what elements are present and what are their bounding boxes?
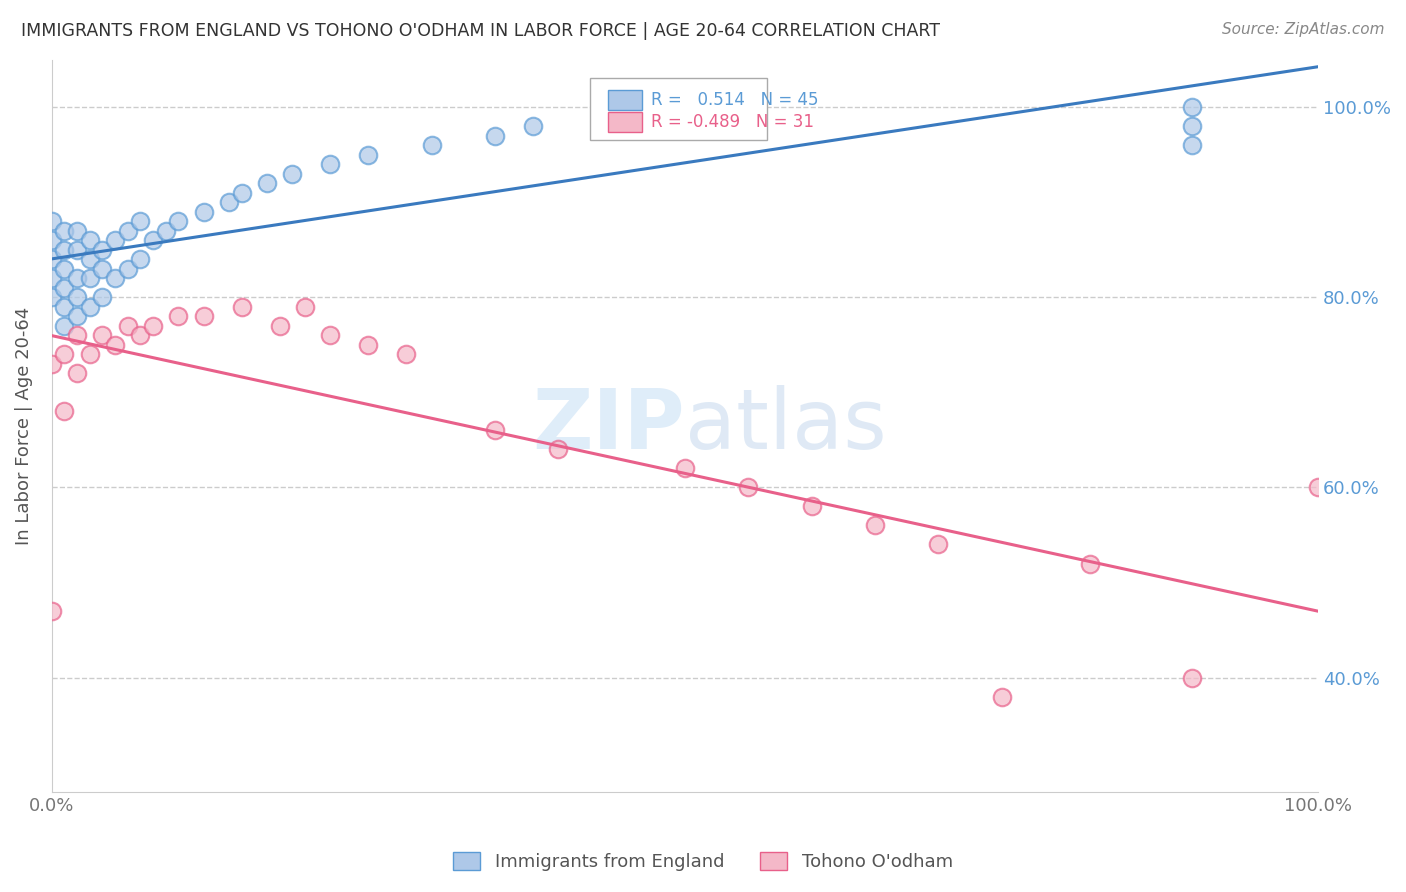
Point	[484, 424, 506, 438]
Point	[927, 537, 949, 551]
Point	[129, 328, 152, 343]
Point	[800, 500, 823, 514]
Point	[673, 461, 696, 475]
Point	[193, 310, 215, 324]
Point	[129, 252, 152, 267]
Point	[193, 204, 215, 219]
Point	[142, 318, 165, 333]
Point	[66, 243, 89, 257]
Point	[79, 300, 101, 314]
Point	[1180, 671, 1202, 685]
Point	[319, 157, 342, 171]
Point	[53, 300, 76, 314]
Point	[41, 604, 63, 618]
Point	[1078, 557, 1101, 571]
Point	[53, 318, 76, 333]
Point	[66, 310, 89, 324]
Point	[53, 347, 76, 361]
Point	[91, 290, 114, 304]
Point	[41, 214, 63, 228]
Point	[547, 442, 569, 457]
Point	[41, 290, 63, 304]
Point	[53, 404, 76, 418]
Point	[66, 224, 89, 238]
Point	[1308, 480, 1330, 494]
Point	[294, 300, 316, 314]
Point	[53, 224, 76, 238]
Point	[167, 214, 190, 228]
Point	[522, 119, 544, 133]
Point	[117, 261, 139, 276]
Point	[231, 300, 253, 314]
Point	[79, 347, 101, 361]
Point	[91, 243, 114, 257]
Point	[117, 224, 139, 238]
Text: Source: ZipAtlas.com: Source: ZipAtlas.com	[1222, 22, 1385, 37]
Point	[66, 271, 89, 285]
Point	[79, 252, 101, 267]
Point	[66, 367, 89, 381]
Point	[66, 328, 89, 343]
Point	[104, 271, 127, 285]
Point	[990, 690, 1012, 704]
Point	[41, 357, 63, 371]
Point	[79, 233, 101, 247]
Text: R = -0.489   N = 31: R = -0.489 N = 31	[651, 112, 814, 131]
Point	[167, 310, 190, 324]
Point	[231, 186, 253, 200]
Point	[357, 338, 380, 352]
Point	[117, 318, 139, 333]
Point	[53, 261, 76, 276]
Point	[218, 195, 240, 210]
Point	[155, 224, 177, 238]
Point	[395, 347, 418, 361]
Point	[737, 480, 759, 494]
Point	[66, 290, 89, 304]
Point	[53, 281, 76, 295]
FancyBboxPatch shape	[607, 90, 643, 110]
Point	[863, 518, 886, 533]
Text: ZIP: ZIP	[533, 385, 685, 467]
Point	[41, 271, 63, 285]
Point	[53, 243, 76, 257]
Y-axis label: In Labor Force | Age 20-64: In Labor Force | Age 20-64	[15, 307, 32, 545]
Legend: Immigrants from England, Tohono O'odham: Immigrants from England, Tohono O'odham	[446, 845, 960, 879]
Point	[420, 138, 443, 153]
Point	[357, 147, 380, 161]
Point	[41, 233, 63, 247]
Point	[1180, 119, 1202, 133]
Point	[484, 128, 506, 143]
Point	[142, 233, 165, 247]
FancyBboxPatch shape	[591, 78, 768, 140]
Point	[319, 328, 342, 343]
Point	[256, 176, 278, 190]
Text: IMMIGRANTS FROM ENGLAND VS TOHONO O'ODHAM IN LABOR FORCE | AGE 20-64 CORRELATION: IMMIGRANTS FROM ENGLAND VS TOHONO O'ODHA…	[21, 22, 941, 40]
Point	[104, 338, 127, 352]
Point	[41, 252, 63, 267]
FancyBboxPatch shape	[607, 112, 643, 132]
Point	[1180, 100, 1202, 114]
Point	[91, 328, 114, 343]
Text: R =   0.514   N = 45: R = 0.514 N = 45	[651, 91, 818, 109]
Point	[269, 318, 291, 333]
Point	[104, 233, 127, 247]
Point	[79, 271, 101, 285]
Point	[91, 261, 114, 276]
Point	[1180, 138, 1202, 153]
Point	[129, 214, 152, 228]
Text: atlas: atlas	[685, 385, 887, 467]
Point	[281, 167, 304, 181]
